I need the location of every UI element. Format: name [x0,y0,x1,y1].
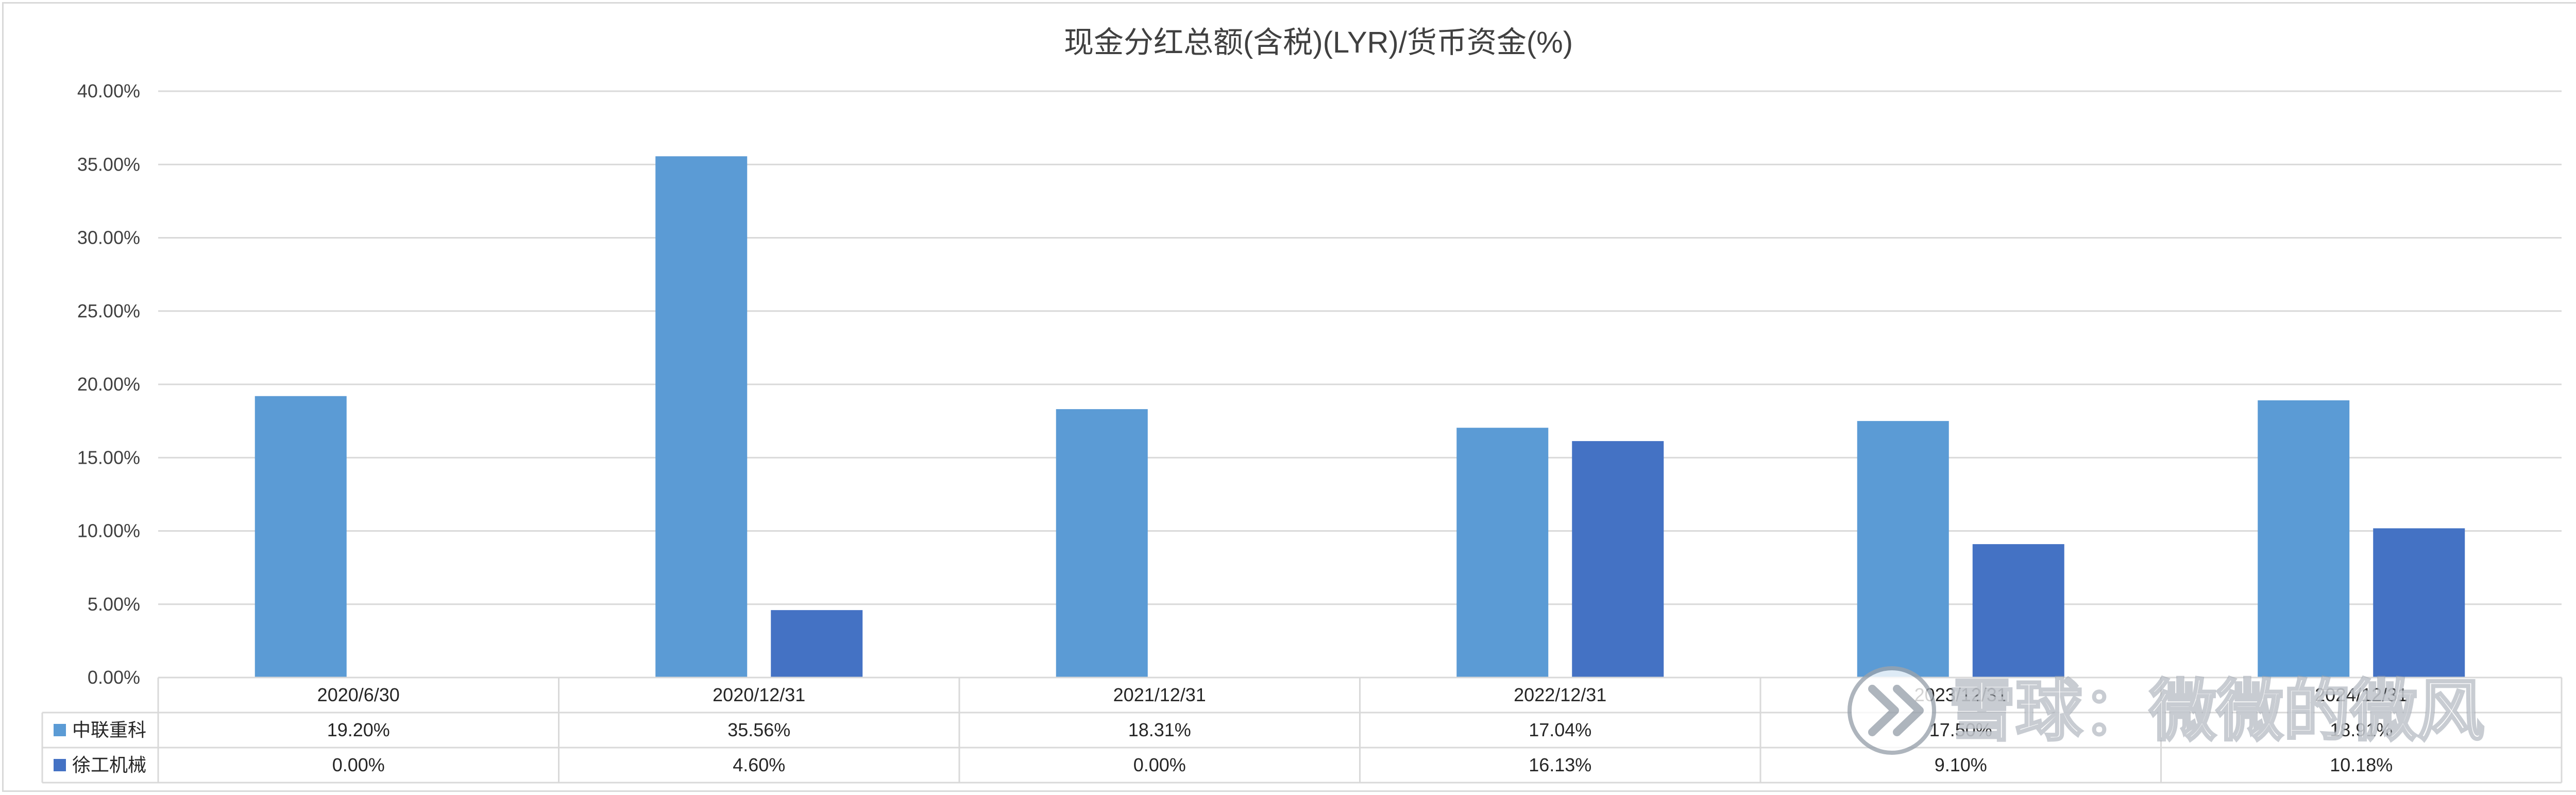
x-tick-label: 2022/12/31 [1514,684,1606,705]
grid-lines [158,90,2562,679]
data-label: 19.20% [327,719,390,740]
data-label: 18.31% [1128,719,1191,740]
x-tick-label: 2024/12/31 [2315,684,2408,705]
y-tick-label: 35.00% [77,154,140,175]
y-tick-label: 5.00% [88,594,140,615]
legend-label: 中联重科 [72,719,146,740]
data-label: 0.00% [1133,754,1186,775]
y-tick-label: 25.00% [77,300,140,322]
y-tick-label: 15.00% [77,447,140,468]
data-label: 17.04% [1529,719,1591,740]
x-tick-label: 2021/12/31 [1113,684,1206,705]
data-label: 18.91% [2330,719,2393,740]
bar [2373,528,2465,678]
data-label: 16.13% [1529,754,1591,775]
data-table: 2020/6/30 2020/12/31 2021/12/31 2022/12/31 2… [41,676,2563,784]
y-tick-label: 20.00% [77,374,140,395]
chart-title: 现金分红总额(含税)(LYR)/货币资金(%) [1064,26,1573,59]
bar [1056,409,1148,678]
legend-swatch [54,759,66,771]
watermark: 雪球：微微的微风 [1848,666,2485,755]
bar [655,156,748,678]
legend-swatch [54,724,66,736]
watermark-text: 雪球：微微的微风 [1948,673,2484,749]
bar [2258,400,2350,678]
xueqiu-logo-icon [1848,666,1936,755]
y-tick-label: 40.00% [77,80,140,102]
bar [1456,428,1549,678]
x-tick-label: 2020/6/30 [317,684,400,705]
bar [1972,544,2064,678]
data-label: 0.00% [332,754,385,775]
bar [255,396,347,678]
bar [771,610,863,678]
data-label: 35.56% [727,719,790,740]
bar-chart: 现金分红总额(含税)(LYR)/货币资金(%) 0.00% 5.00% 10.00%… [41,26,2563,784]
data-label: 9.10% [1935,754,1987,775]
bar [1572,441,1664,678]
data-label: 4.60% [733,754,785,775]
data-label: 17.50% [1929,719,1992,740]
bars [255,156,2465,678]
y-tick-label: 0.00% [88,667,140,688]
data-label: 10.18% [2330,754,2393,775]
bar [1857,421,1949,678]
y-tick-label: 30.00% [77,227,140,248]
legend-label: 徐工机械 [72,754,146,775]
x-tick-label: 2020/12/31 [713,684,805,705]
y-tick-label: 10.00% [77,520,140,542]
y-axis-ticks: 0.00% 5.00% 10.00% 15.00% 20.00% 25.00% 30.00%… [77,80,140,688]
